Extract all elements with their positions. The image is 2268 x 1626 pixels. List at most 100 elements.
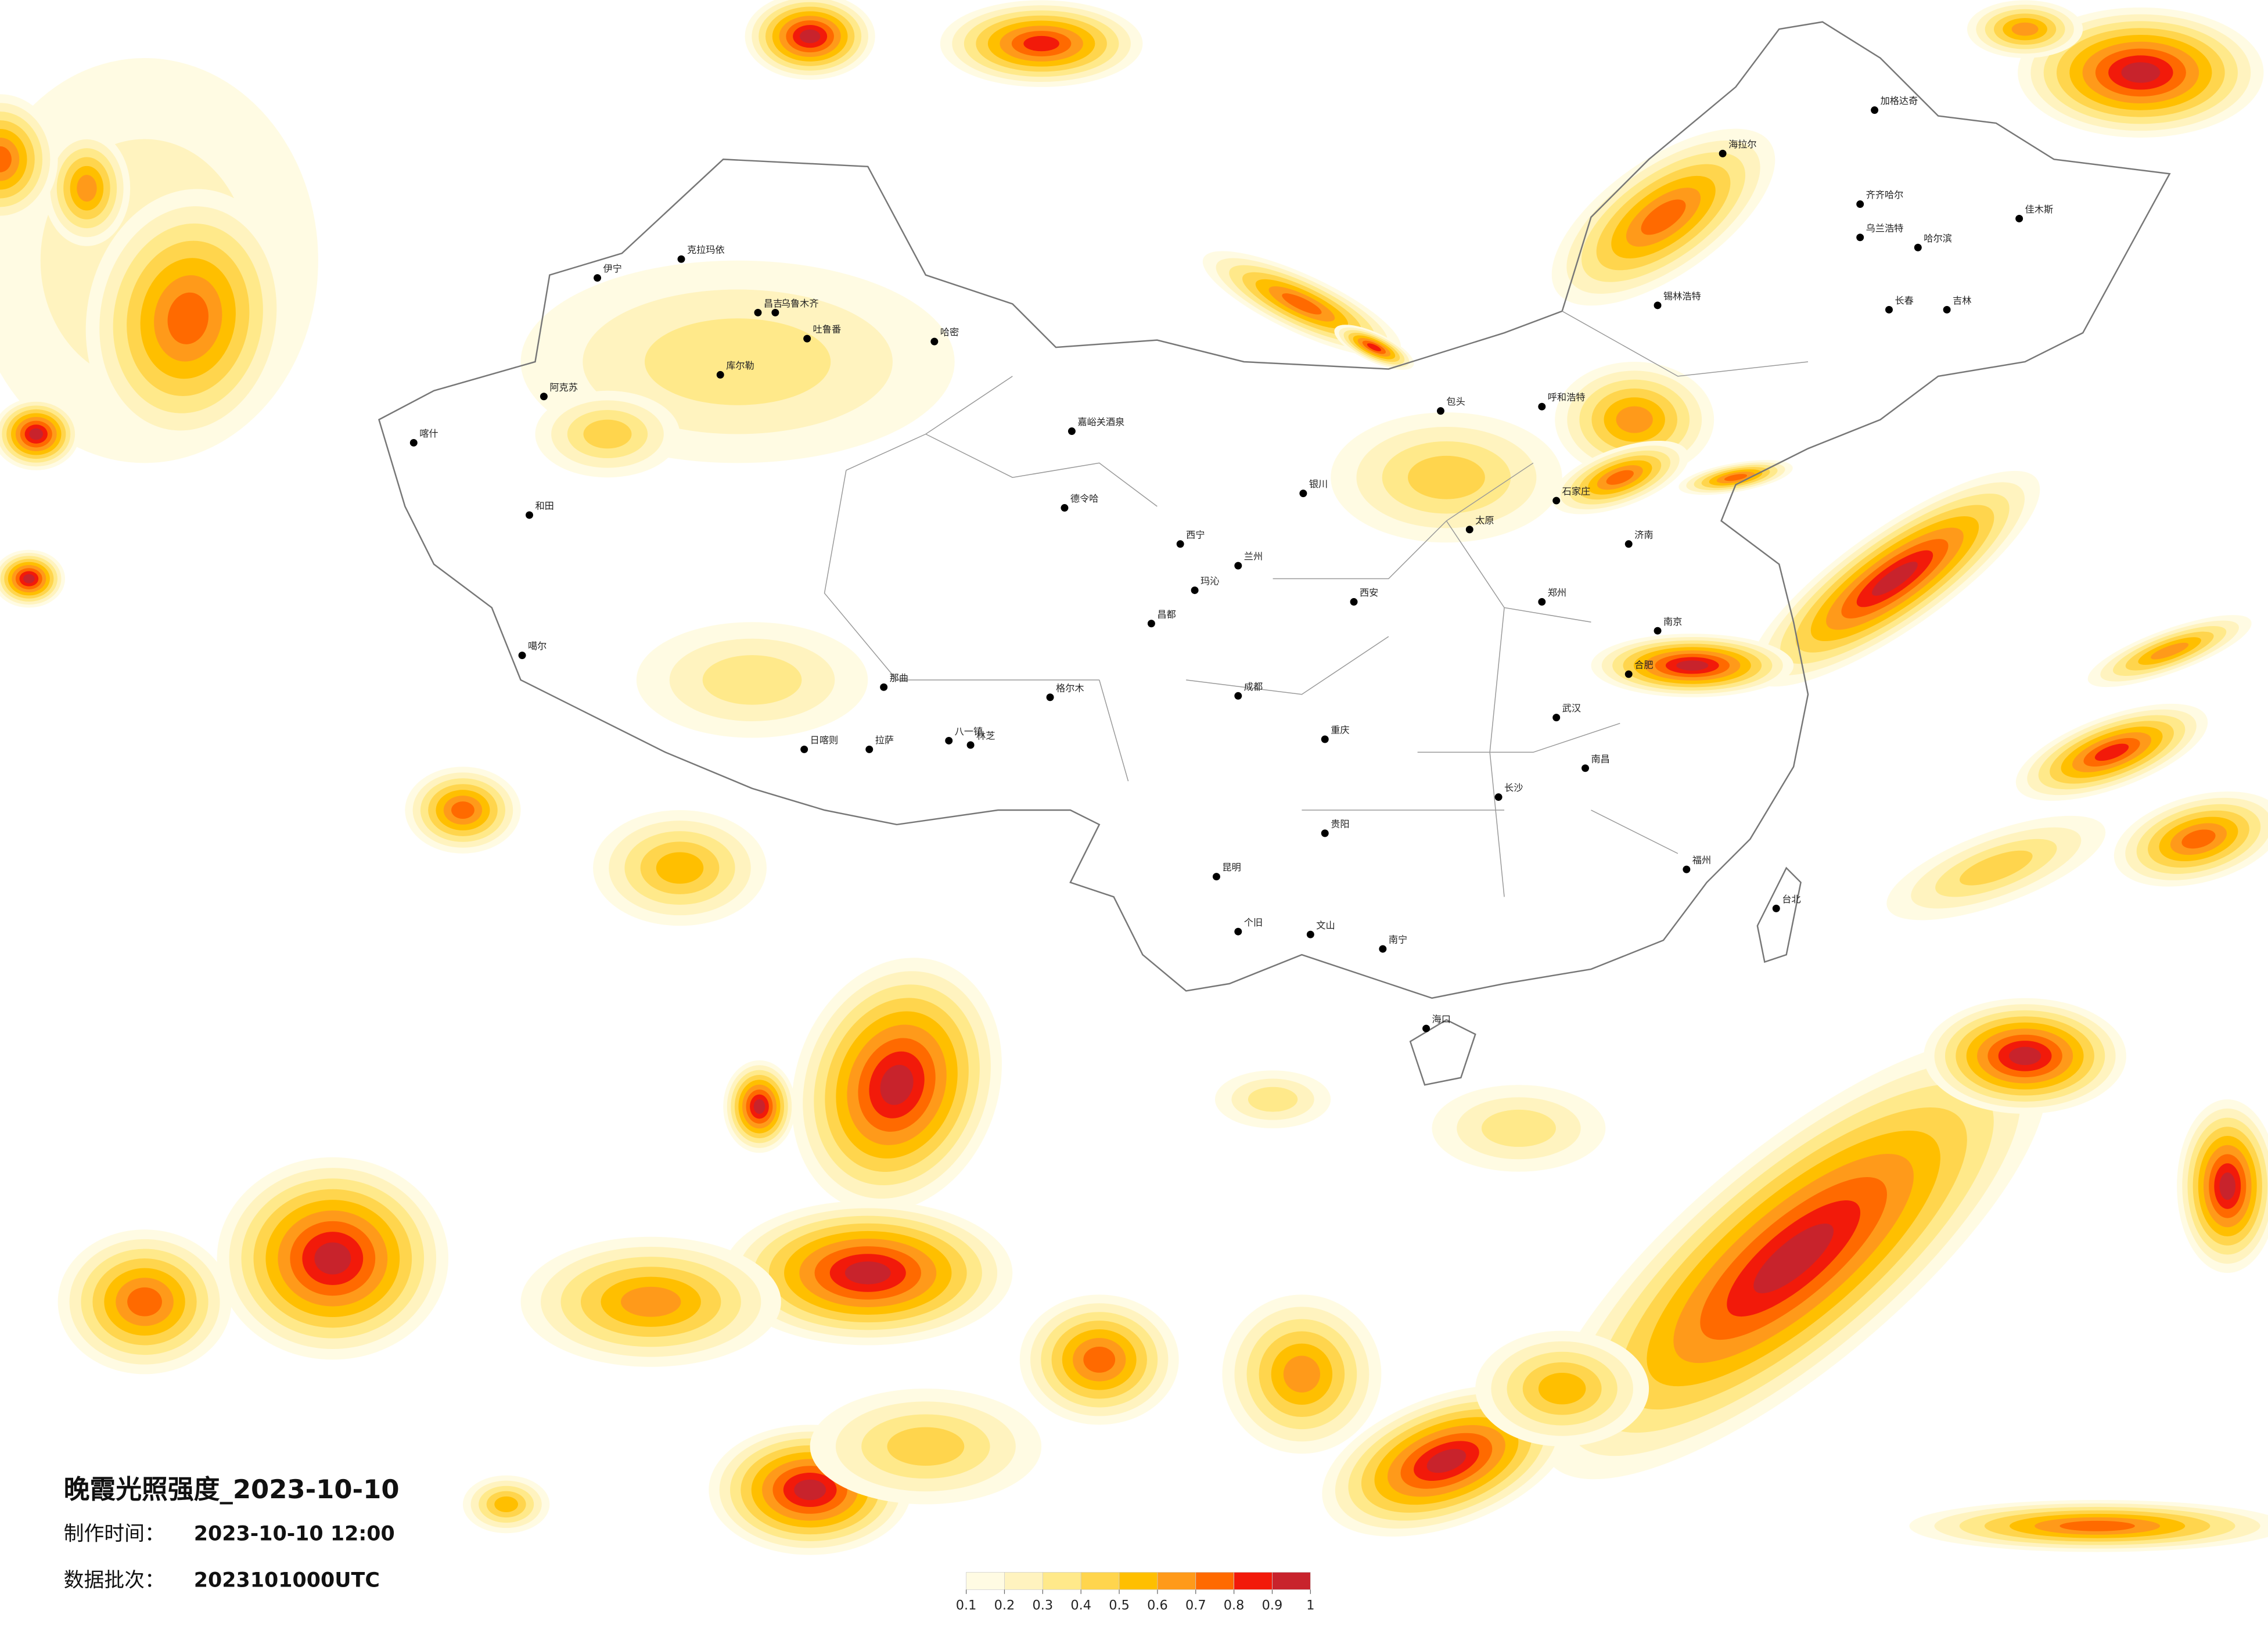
city-dot <box>1321 829 1329 837</box>
china-border <box>378 21 2171 999</box>
city-label: 库尔勒 <box>726 360 754 371</box>
city-dot <box>2015 214 2023 222</box>
heat-patch <box>2219 1172 2236 1200</box>
city-dot <box>1552 497 1561 505</box>
city-label: 呼和浩特 <box>1548 392 1586 403</box>
city-label: 克拉玛依 <box>687 244 725 256</box>
city-dot <box>1234 562 1242 570</box>
city-label: 昌都 <box>1157 609 1176 620</box>
heat-patch <box>23 574 35 584</box>
heat-patch <box>1724 474 1748 481</box>
city-dot <box>800 745 808 753</box>
city-dot <box>1046 693 1054 702</box>
city-label: 哈密 <box>940 327 959 338</box>
city-label: 伊宁 <box>603 263 622 274</box>
city-label: 西宁 <box>1186 529 1205 540</box>
city-label: 噶尔 <box>528 641 547 652</box>
city-dot <box>1856 233 1864 242</box>
heat-patch <box>844 1261 891 1285</box>
city-label: 郑州 <box>1548 587 1566 598</box>
city-dot <box>1379 945 1387 953</box>
heat-patch <box>314 1242 351 1275</box>
city-dot <box>880 683 888 691</box>
heat-patch <box>2121 62 2161 83</box>
city-dot <box>1494 793 1503 801</box>
city-dot <box>1422 1024 1430 1033</box>
city-dot <box>1719 149 1727 157</box>
city-label: 乌鲁木齐 <box>781 298 819 309</box>
heat-patch <box>2009 1046 2041 1066</box>
heat-patch <box>2011 22 2039 36</box>
city-label: 济南 <box>1634 529 1653 540</box>
city-label: 拉萨 <box>875 735 894 746</box>
heat-patch <box>1641 199 1686 235</box>
heat-patch <box>1282 293 1322 315</box>
city-dot <box>1067 427 1076 436</box>
city-label: 贵阳 <box>1331 818 1349 829</box>
city-dot <box>1885 305 1893 314</box>
city-dot <box>1306 930 1314 938</box>
city-dot <box>754 308 762 316</box>
heat-patch <box>583 419 632 449</box>
city-dot <box>1772 904 1780 912</box>
city-label: 日喀则 <box>810 735 839 746</box>
heat-patch <box>494 1496 519 1513</box>
hainan <box>1409 1019 1476 1086</box>
heat-patch <box>167 292 209 344</box>
heat-patch <box>1408 455 1485 499</box>
city-label: 阿克苏 <box>549 382 578 393</box>
colorbar-swatch <box>1157 1572 1196 1590</box>
made-label: 制作时间： <box>64 1523 165 1546</box>
heat-patch <box>702 655 802 705</box>
city-label: 玛沁 <box>1201 575 1219 587</box>
city-dot <box>677 255 685 263</box>
heat-patch <box>1481 1109 1556 1147</box>
city-dot <box>1538 402 1546 411</box>
city-label: 哈尔滨 <box>1924 233 1952 244</box>
heat-patch <box>127 1287 162 1316</box>
city-dot <box>1061 504 1069 512</box>
city-label: 兰州 <box>1244 551 1263 562</box>
heat-patch <box>2094 743 2129 761</box>
city-label: 昆明 <box>1222 862 1241 873</box>
city-label: 锡林浩特 <box>1663 290 1701 301</box>
city-dot <box>930 337 939 346</box>
heat-patch <box>1367 343 1382 351</box>
city-label: 喀什 <box>419 428 438 439</box>
city-dot <box>1683 865 1691 873</box>
city-dot <box>1176 540 1184 548</box>
city-dot <box>1943 305 1951 314</box>
city-dot <box>1191 586 1199 594</box>
city-dot <box>1624 670 1633 678</box>
city-label: 海拉尔 <box>1728 139 1757 150</box>
colorbar: 0.1 0.2 0.3 0.4 0.5 0.6 0.7 0.8 0.9 1 <box>956 1572 1314 1613</box>
colorbar-swatch <box>1042 1572 1081 1590</box>
city-dot <box>1856 200 1864 208</box>
colorbar-tick-label: 0.2 <box>994 1598 1015 1613</box>
city-label: 包头 <box>1446 396 1465 407</box>
colorbar-tick-label: 0.4 <box>1070 1598 1091 1613</box>
heat-patch <box>656 852 704 884</box>
city-label: 格尔木 <box>1056 682 1084 693</box>
city-label: 南宁 <box>1389 934 1407 945</box>
heat-patch <box>1248 1087 1298 1112</box>
city-label: 林芝 <box>976 731 995 742</box>
city-dot <box>1552 714 1561 722</box>
heat-patch <box>1283 1355 1320 1393</box>
city-label: 长沙 <box>1504 782 1523 793</box>
city-dot <box>1654 627 1662 635</box>
heat-patch <box>1426 1449 1467 1473</box>
city-label: 成都 <box>1244 681 1263 692</box>
colorbar-tick-label: 0.8 <box>1224 1598 1245 1613</box>
city-label: 太原 <box>1475 515 1494 526</box>
colorbar-swatch <box>1234 1572 1273 1590</box>
city-label: 乌兰浩特 <box>1866 222 1904 233</box>
city-label: 南京 <box>1663 616 1682 627</box>
heat-patch <box>645 318 831 405</box>
heat-patch <box>1023 35 1059 52</box>
city-dot <box>526 511 533 519</box>
city-dot <box>1654 301 1662 310</box>
